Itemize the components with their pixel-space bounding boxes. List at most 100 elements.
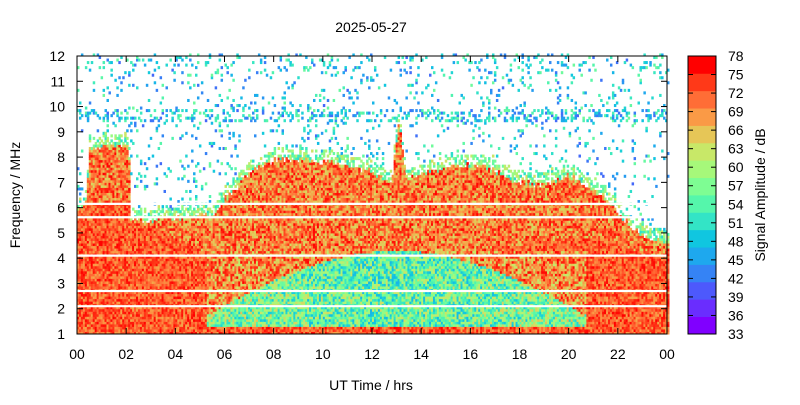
heatmap-cell [222,318,225,322]
heatmap-cell [98,195,102,199]
heatmap-cell [116,58,119,62]
heatmap-cell [183,285,186,290]
heatmap-cell [193,316,196,320]
heatmap-cell [226,220,229,224]
heatmap-cell [136,265,139,269]
heatmap-cell [84,200,88,204]
heatmap-cell [208,291,212,295]
heatmap-cell [92,321,96,325]
heatmap-cell [175,255,178,259]
heatmap-cell [90,265,94,269]
heatmap-cell [200,217,204,221]
heatmap-cell [165,323,168,327]
heatmap-cell [173,268,176,272]
heatmap-cell [230,298,233,302]
heatmap-cell [116,245,119,249]
heatmap-cell [151,225,155,229]
heatmap-cell [200,323,204,327]
heatmap-cell [216,326,220,330]
heatmap-cell [151,285,155,290]
heatmap-cell [114,275,117,279]
heatmap-cell [124,243,127,247]
heatmap-cell [230,263,233,267]
heatmap-cell [128,184,131,188]
heatmap-cell [141,265,145,269]
heatmap-cell [167,316,170,320]
heatmap-cell [181,230,184,234]
heatmap-cell [200,210,204,214]
heatmap-cell [218,275,222,279]
heatmap-cell [84,298,88,302]
heatmap-cell [112,306,115,310]
heatmap-cell [114,159,117,163]
heatmap-cell [218,240,222,244]
heatmap-cell [195,326,198,330]
heatmap-cell [139,265,143,269]
heatmap-cell [220,212,224,216]
heatmap-cell [228,131,231,135]
heatmap-cell [104,179,107,183]
heatmap-cell [94,192,98,196]
heatmap-cell [77,220,80,224]
heatmap-cell [191,114,194,118]
heatmap-cell [143,248,147,252]
heatmap-cell [130,61,133,65]
heatmap-cell [132,321,135,325]
heatmap-cell [214,237,218,241]
heatmap-cell [181,260,184,264]
heatmap-cell [130,311,133,315]
heatmap-cell [112,179,115,183]
heatmap-cell [206,263,210,267]
heatmap-cell [124,134,127,138]
heatmap-cell [92,167,96,171]
heatmap-cell [78,323,82,327]
heatmap-cell [220,220,224,224]
heatmap-cell [191,210,194,214]
heatmap-cell [106,182,109,186]
heatmap-cell [130,328,133,332]
heatmap-cell [104,217,107,221]
heatmap-cell [232,285,235,290]
heatmap-cell [185,116,188,120]
heatmap-cell [118,260,121,264]
heatmap-cell [132,311,135,315]
heatmap-cell [132,141,135,145]
heatmap-cell [202,311,206,315]
heatmap-cell [214,116,218,120]
heatmap-cell [78,291,82,295]
heatmap-cell [106,210,109,214]
heatmap-cell [92,326,96,330]
heatmap-cell [173,285,176,290]
heatmap-cell [198,280,202,284]
heatmap-cell [139,270,143,274]
heatmap-cell [163,326,166,330]
heatmap-cell [202,306,206,310]
heatmap-cell [185,296,188,300]
heatmap-cell [145,301,149,305]
heatmap-cell [102,250,106,254]
heatmap-cell [216,268,220,272]
heatmap-cell [224,278,227,282]
heatmap-cell [204,311,208,315]
heatmap-cell [118,291,121,295]
heatmap-cell [128,270,131,274]
heatmap-cell [228,275,231,279]
heatmap-cell [195,311,198,315]
heatmap-cell [106,268,109,272]
heatmap-cell [232,106,235,110]
heatmap-cell [159,278,163,282]
heatmap-cell [161,298,165,302]
heatmap-cell [80,328,84,332]
heatmap-cell [195,265,198,269]
heatmap-cell [226,237,229,241]
heatmap-cell [161,210,165,214]
heatmap-cell [118,273,121,277]
heatmap-cell [122,205,125,209]
heatmap-cell [159,232,163,236]
heatmap-cell [206,323,210,327]
heatmap-cell [122,306,125,310]
heatmap-cell [124,263,127,267]
heatmap-cell [98,280,102,284]
heatmap-cell [195,270,198,274]
heatmap-cell [137,243,141,247]
